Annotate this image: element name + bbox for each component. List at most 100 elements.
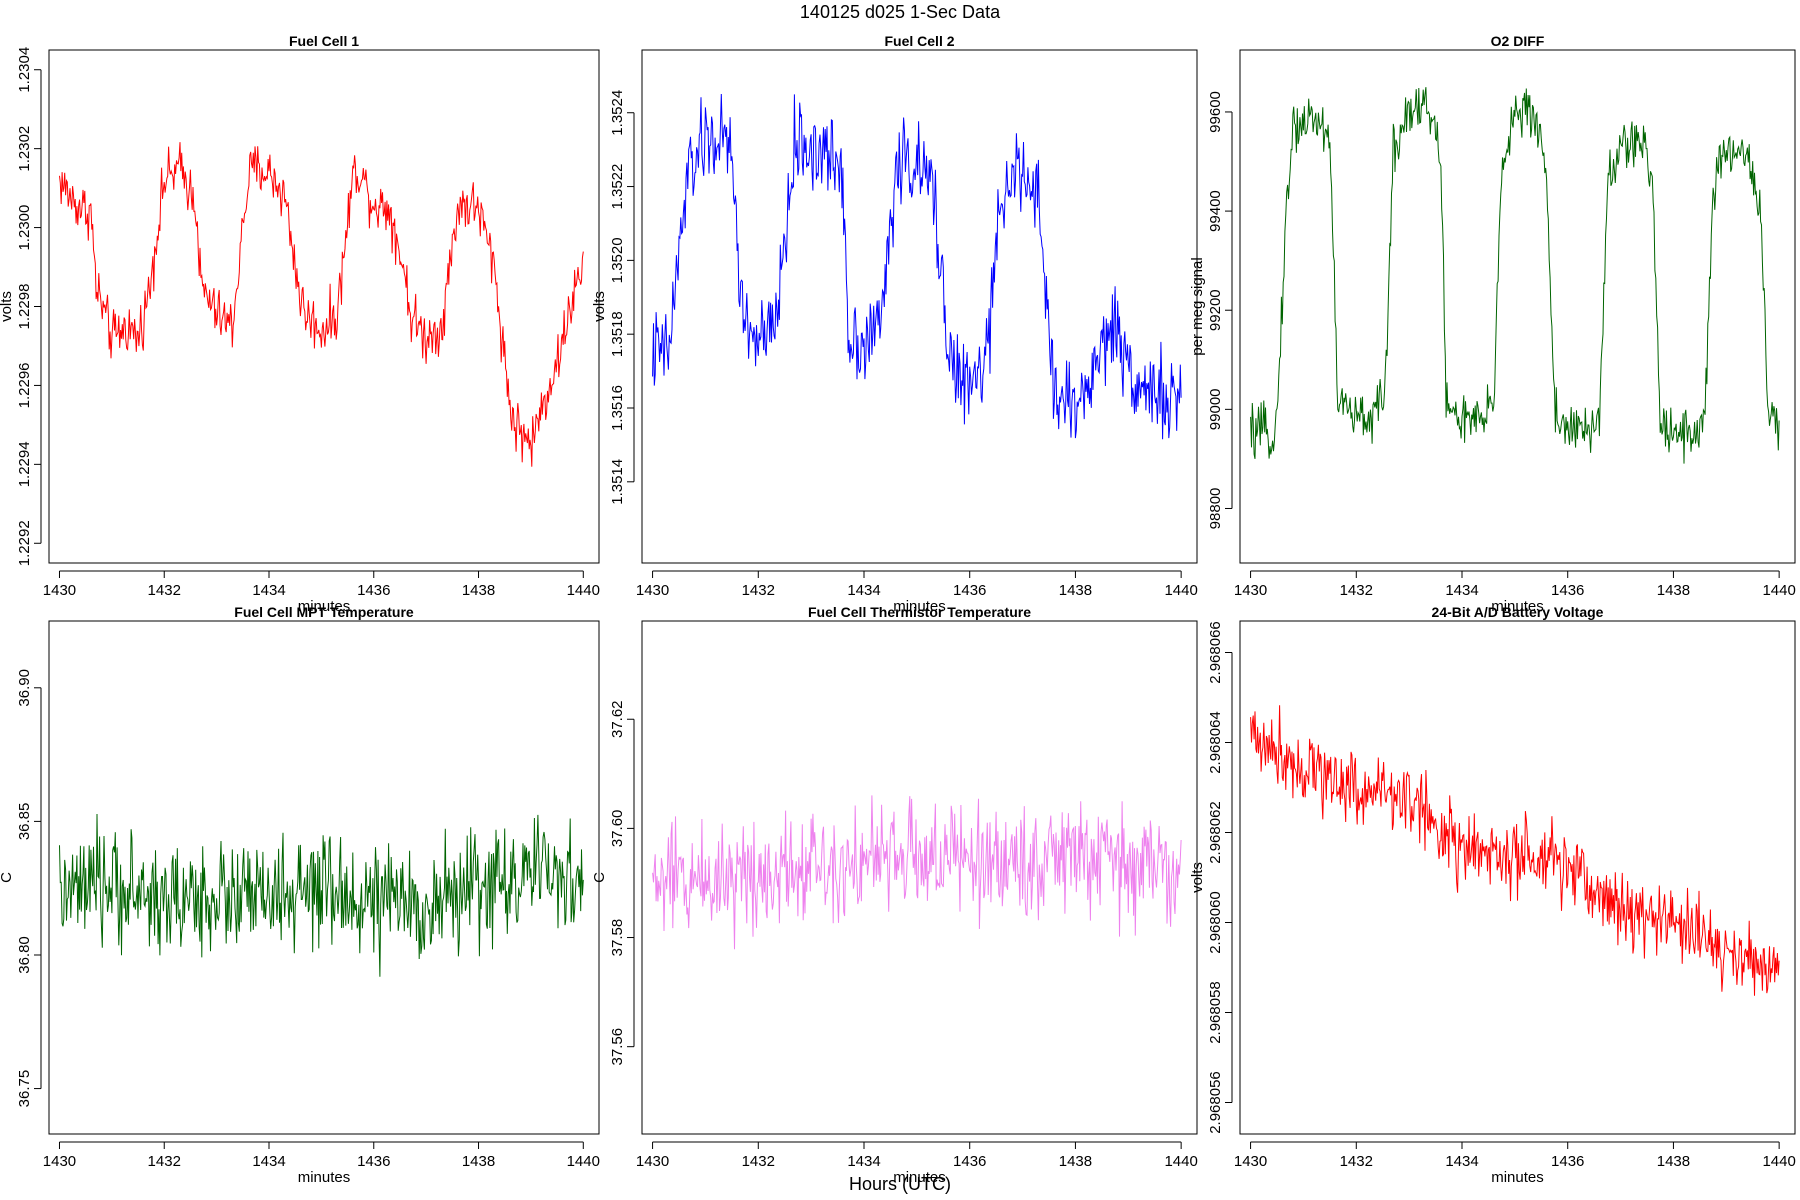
series-line [59,142,584,467]
panel-3: O2 DIFF 1430 1432 1434 1436 1438 1440 minutes 98… [1189,33,1796,615]
x-tick-label: 1432 [148,582,181,599]
x-tick-label: 1438 [1059,1153,1092,1170]
x-tick-label: 1434 [847,582,880,599]
x-tick-label: 1432 [1340,1153,1373,1170]
panel-4: Fuel Cell MPT Temperature 1430 1432 1434 143… [0,604,600,1186]
x-tick-label: 1434 [1445,582,1478,599]
y-tick-label: 36.90 [16,669,33,707]
y-tick-label: 37.62 [609,700,626,738]
y-tick-label: 36.80 [16,936,33,974]
y-tick-label: 1.2302 [16,126,33,172]
y-tick-label: 1.3516 [609,385,626,431]
y-tick-label: 1.2294 [16,441,33,487]
panel-title: O2 DIFF [1491,33,1545,49]
x-tick-label: 1434 [252,1153,285,1170]
x-tick-label: 1430 [1234,582,1267,599]
y-tick-label: 36.75 [16,1070,33,1108]
y-tick-label: 2.968062 [1207,801,1224,864]
x-tick-label: 1438 [462,1153,495,1170]
y-tick-label: 1.2304 [16,47,33,93]
x-tick-label: 1432 [148,1153,181,1170]
panel-title: Fuel Cell 1 [289,33,359,49]
figure-title: 140125 d025 1-Sec Data [800,2,1001,22]
series-line [1250,705,1780,996]
x-tick-label: 1434 [252,582,285,599]
y-tick-label: 2.968056 [1207,1071,1224,1134]
x-tick-label: 1430 [43,582,76,599]
y-tick-label: 1.2292 [16,520,33,566]
plot-frame [1239,49,1796,564]
y-tick-label: 2.968060 [1207,891,1224,954]
x-axis-label: minutes [298,598,351,615]
x-tick-label: 1436 [1551,582,1584,599]
x-tick-label: 1440 [1164,1153,1197,1170]
series-line [1250,87,1780,464]
y-tick-label: 99000 [1207,388,1224,430]
y-tick-label: 1.2300 [16,205,33,251]
panel-1: Fuel Cell 1 1430 1432 1434 1436 1438 1440 minut… [0,33,600,615]
y-tick-label: 2.968058 [1207,981,1224,1044]
y-tick-label: 1.3522 [609,164,626,210]
x-tick-label: 1436 [953,582,986,599]
x-tick-label: 1438 [462,582,495,599]
x-tick-label: 1436 [1551,1153,1584,1170]
y-tick-label: 2.968064 [1207,711,1224,774]
x-axis-label: minutes [893,598,946,615]
x-tick-label: 1436 [357,582,390,599]
y-tick-label: 99400 [1207,190,1224,232]
x-tick-label: 1438 [1657,582,1690,599]
x-tick-label: 1440 [567,1153,600,1170]
figure-x-label: Hours (UTC) [849,1174,951,1194]
x-tick-label: 1440 [1164,582,1197,599]
x-axis-label: minutes [1491,1169,1544,1186]
series-line [652,795,1182,950]
x-tick-label: 1430 [43,1153,76,1170]
x-tick-label: 1430 [1234,1153,1267,1170]
x-tick-label: 1430 [636,1153,669,1170]
y-axis-label: per meg signal [1189,257,1206,355]
y-axis-label: C [591,872,608,883]
x-tick-label: 1430 [636,582,669,599]
y-tick-label: 1.3524 [609,90,626,136]
plot-frame [641,620,1198,1135]
series-line [59,813,584,977]
y-tick-label: 36.85 [16,803,33,841]
x-tick-label: 1432 [742,582,775,599]
panel-2: Fuel Cell 2 1430 1432 1434 1436 1438 1440 minut… [591,33,1198,615]
y-axis-label: C [0,872,15,883]
y-tick-label: 98800 [1207,488,1224,530]
x-axis-label: minutes [1491,598,1544,615]
x-tick-label: 1440 [1762,582,1795,599]
x-axis-label: minutes [298,1169,351,1186]
y-tick-label: 99200 [1207,289,1224,331]
y-tick-label: 1.3518 [609,311,626,357]
x-tick-label: 1438 [1059,582,1092,599]
x-axis-label: minutes [893,1169,946,1186]
y-tick-label: 1.2298 [16,284,33,330]
y-tick-label: 37.60 [609,810,626,848]
x-tick-label: 1434 [847,1153,880,1170]
x-tick-label: 1440 [567,582,600,599]
plot-frame [641,49,1198,564]
plot-frame [1239,620,1796,1135]
series-line [652,93,1182,440]
plot-frame [48,620,600,1135]
x-tick-label: 1434 [1445,1153,1478,1170]
y-tick-label: 1.3514 [609,459,626,505]
y-axis-label: volts [591,291,608,322]
y-axis-label: volts [0,291,15,322]
panel-5: Fuel Cell Thermistor Temperature 1430 1432… [591,604,1198,1186]
y-tick-label: 37.58 [609,919,626,957]
panel-title: Fuel Cell 2 [884,33,954,49]
y-tick-label: 1.3520 [609,237,626,283]
plot-frame [48,49,600,564]
x-tick-label: 1436 [357,1153,390,1170]
y-tick-label: 99600 [1207,91,1224,133]
y-tick-label: 1.2296 [16,362,33,408]
panel-title: Fuel Cell Thermistor Temperature [808,604,1031,620]
y-tick-label: 37.56 [609,1028,626,1066]
y-axis-label: volts [1189,862,1206,893]
x-tick-label: 1432 [1340,582,1373,599]
panel-title: 24-Bit A/D Battery Voltage [1432,604,1604,620]
